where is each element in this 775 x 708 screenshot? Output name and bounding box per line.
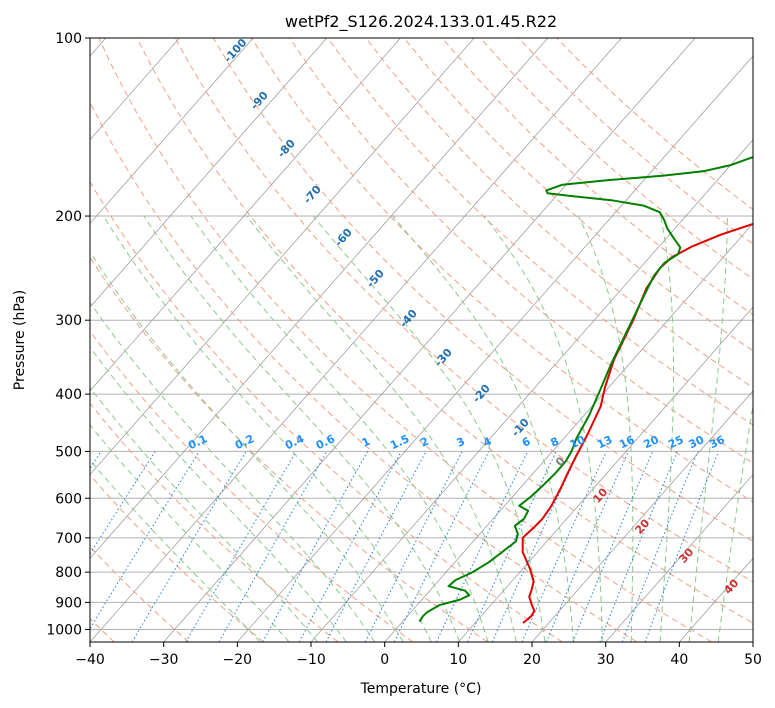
mixing-ratio-label: 13: [595, 433, 614, 451]
mixing-ratio-line: [599, 451, 678, 642]
mixing-ratio-label: 30: [687, 433, 707, 451]
dry-adiabat-line: [174, 38, 753, 583]
moist-adiabat-line: [90, 386, 319, 642]
dry-adiabat-line: [251, 38, 753, 503]
mixing-ratio-line: [90, 451, 200, 630]
mixing-ratio-line: [545, 451, 629, 642]
x-tick-label: −20: [223, 652, 253, 668]
isotherm-line: [384, 222, 753, 642]
x-axis-label: Temperature (°C): [360, 681, 482, 697]
chart-title: wetPf2_S126.2024.133.01.45.R22: [285, 12, 557, 32]
mixing-ratio-line: [364, 451, 463, 642]
isotherm-line: [90, 38, 180, 141]
y-tick-label: 700: [55, 531, 82, 547]
y-tick-label: 800: [55, 565, 82, 581]
mixing-ratio-label: 20: [641, 433, 661, 451]
x-tick-label: 50: [744, 652, 762, 668]
mixing-ratio-line: [218, 451, 328, 642]
x-tick-label: 30: [597, 652, 615, 668]
isotherm-line: [90, 38, 475, 476]
x-tick-label: −10: [296, 652, 326, 668]
x-tick-label: −30: [149, 652, 179, 668]
dry-adiabat-line: [90, 545, 190, 642]
isotherm-line: [90, 38, 328, 308]
moist-adiabat-line: [90, 251, 404, 642]
x-tick-label: 0: [380, 652, 389, 668]
mixing-ratio-line: [521, 451, 607, 642]
isotherm-line: [163, 38, 696, 642]
isotherm-line: [90, 38, 549, 559]
profile-lines: [418, 156, 753, 624]
moist-adiabat-line: [484, 215, 603, 642]
moist-adiabat-line: [577, 215, 634, 642]
isotherm-line: [531, 390, 753, 642]
mixing-ratio-line: [262, 451, 368, 642]
dewpoint-profile-line: [418, 156, 753, 623]
isotherm-line: [90, 38, 622, 642]
dry-adiabat-line: [212, 38, 753, 543]
y-tick-label: 600: [55, 491, 82, 507]
moist-adiabat-line: [90, 459, 261, 642]
mixing-ratio-line: [393, 451, 490, 642]
mixing-ratio-label: 16: [617, 433, 637, 451]
x-tick-label: −40: [75, 652, 105, 668]
moist-adiabat-line: [717, 402, 753, 642]
isotherm-line: [605, 473, 753, 642]
moist-adiabat-line: [90, 346, 347, 642]
y-tick-label: 400: [55, 387, 82, 403]
moist-adiabat-line: [392, 215, 575, 642]
y-tick-label: 1000: [46, 622, 82, 638]
dry-adiabat-line: [90, 180, 563, 642]
mixing-ratio-label: 25: [666, 433, 685, 451]
x-tick-label: 40: [670, 652, 688, 668]
isotherm-line: [90, 38, 401, 392]
x-tick-label: 10: [449, 652, 467, 668]
y-axis-label: Pressure (hPa): [12, 290, 28, 390]
dry-adiabat-line: [327, 38, 753, 426]
isotherm-line: [458, 306, 753, 642]
y-tick-label: 100: [55, 31, 82, 47]
x-tick-label: 20: [523, 652, 541, 668]
dry-adiabat-line: [365, 38, 753, 389]
dry-adiabat-line: [90, 256, 488, 642]
moist-adiabat-line: [688, 215, 728, 642]
moist-adiabat-line: [246, 215, 517, 642]
dry-adiabat-line: [90, 330, 414, 642]
dry-adiabat-line: [98, 38, 712, 642]
moist-adiabat-line: [90, 301, 376, 642]
dry-adiabat-line: [90, 474, 264, 642]
moist-adiabat-line: [659, 215, 674, 642]
moist-adiabat-line: [312, 215, 546, 642]
y-tick-label: 500: [55, 444, 82, 460]
mixing-ratio-label: 10: [568, 433, 588, 451]
mixing-ratio-line: [644, 451, 720, 642]
mixing-ratio-label: 36: [707, 433, 727, 451]
mixing-ratio-line: [298, 451, 402, 642]
y-tick-label: 200: [55, 209, 82, 225]
y-tick-label: 300: [55, 313, 82, 329]
isotherm-line: [90, 38, 254, 225]
plot-frame: [89, 37, 754, 643]
mixing-ratio-line: [621, 451, 699, 642]
dry-adiabat-line: [90, 402, 339, 642]
mixing-ratio-line: [572, 451, 654, 642]
dry-adiabat-line: [289, 38, 753, 464]
isotherm-line: [237, 55, 753, 642]
y-tick-label: 900: [55, 595, 82, 611]
